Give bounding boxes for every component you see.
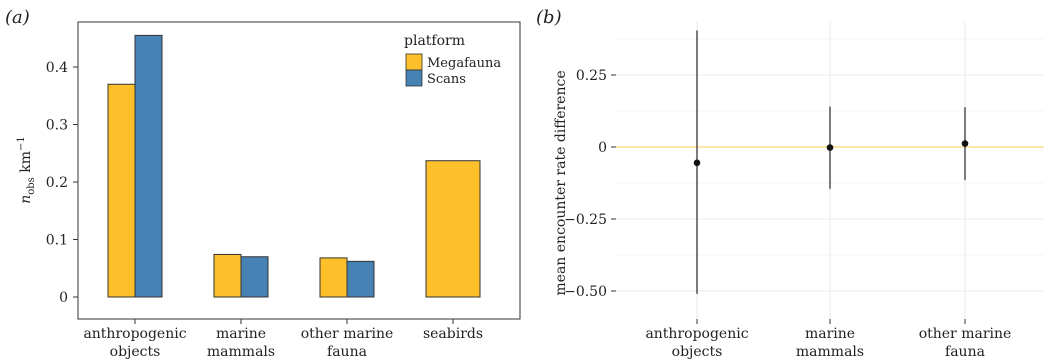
panel-b-y-axis: −0.50 −0.25 0 0.25 xyxy=(564,68,616,300)
panel-a-bar-chart: (a) 0 0.1 0.2 0.3 0.4 anthropogenic objects ma… xyxy=(5,7,521,360)
panel-a-y-axis: 0 0.1 0.2 0.3 0.4 xyxy=(46,60,78,306)
bar-scans xyxy=(346,260,375,298)
mean-point xyxy=(961,140,969,147)
panel-b-points xyxy=(693,30,969,294)
panel-a-label: (a) xyxy=(5,7,30,28)
mean-point xyxy=(826,144,834,151)
y-tick-label: 0 xyxy=(59,290,68,306)
y-tick-label: −0.25 xyxy=(564,212,607,228)
x-tick-label: objects xyxy=(110,344,161,360)
mean-point xyxy=(693,159,701,167)
x-tick-label: fauna xyxy=(945,344,985,360)
panel-a-x-axis: anthropogenic objects marine mammals other m… xyxy=(83,319,483,360)
panel-b-x-axis: anthropogenic objects marine mammals other m… xyxy=(645,319,1011,360)
legend-swatch-megafauna xyxy=(405,53,423,71)
panel-a-y-axis-label: nobs km−1 xyxy=(16,136,37,204)
y-tick-label: −0.50 xyxy=(564,284,607,300)
legend-swatch-scans xyxy=(405,69,423,87)
bar-megafauna xyxy=(213,253,242,298)
x-tick-label: seabirds xyxy=(423,326,483,342)
x-tick-label: objects xyxy=(672,344,723,360)
x-tick-label: other marine xyxy=(301,326,394,342)
x-tick-label: mammals xyxy=(207,344,275,360)
y-tick-label: 0.2 xyxy=(46,175,68,191)
bar-scans xyxy=(240,256,269,298)
y-tick-label: 0.25 xyxy=(576,68,607,84)
y-tick-label: 0 xyxy=(598,140,607,156)
y-tick-label: 0.1 xyxy=(46,233,68,249)
panel-b-y-axis-label: mean encounter rate difference xyxy=(553,70,569,295)
panel-b-label: (b) xyxy=(536,7,562,28)
legend-title: platform xyxy=(404,33,465,49)
x-tick-label: marine xyxy=(216,326,266,342)
x-tick-label: mammals xyxy=(796,344,864,360)
bar-scans xyxy=(134,34,163,298)
panel-a-bars xyxy=(107,34,481,298)
x-tick-label: other marine xyxy=(919,326,1012,342)
legend-label-megafauna: Megafauna xyxy=(427,56,501,71)
y-tick-label: 0.3 xyxy=(46,118,68,134)
x-tick-label: anthropogenic xyxy=(645,326,748,342)
x-tick-label: fauna xyxy=(327,344,367,360)
bar-megafauna xyxy=(319,257,348,298)
panel-b-point-range-chart: (b) −0.50 −0.25 0 0.25 anthropogenic objects… xyxy=(536,7,1044,360)
x-tick-label: marine xyxy=(805,326,855,342)
panel-a-legend: platform Megafauna Scans xyxy=(404,33,501,87)
legend-label-scans: Scans xyxy=(427,72,466,87)
y-tick-label: 0.4 xyxy=(46,60,68,76)
bar-megafauna xyxy=(425,160,481,298)
bar-megafauna xyxy=(107,83,136,298)
x-tick-label: anthropogenic xyxy=(83,326,186,342)
